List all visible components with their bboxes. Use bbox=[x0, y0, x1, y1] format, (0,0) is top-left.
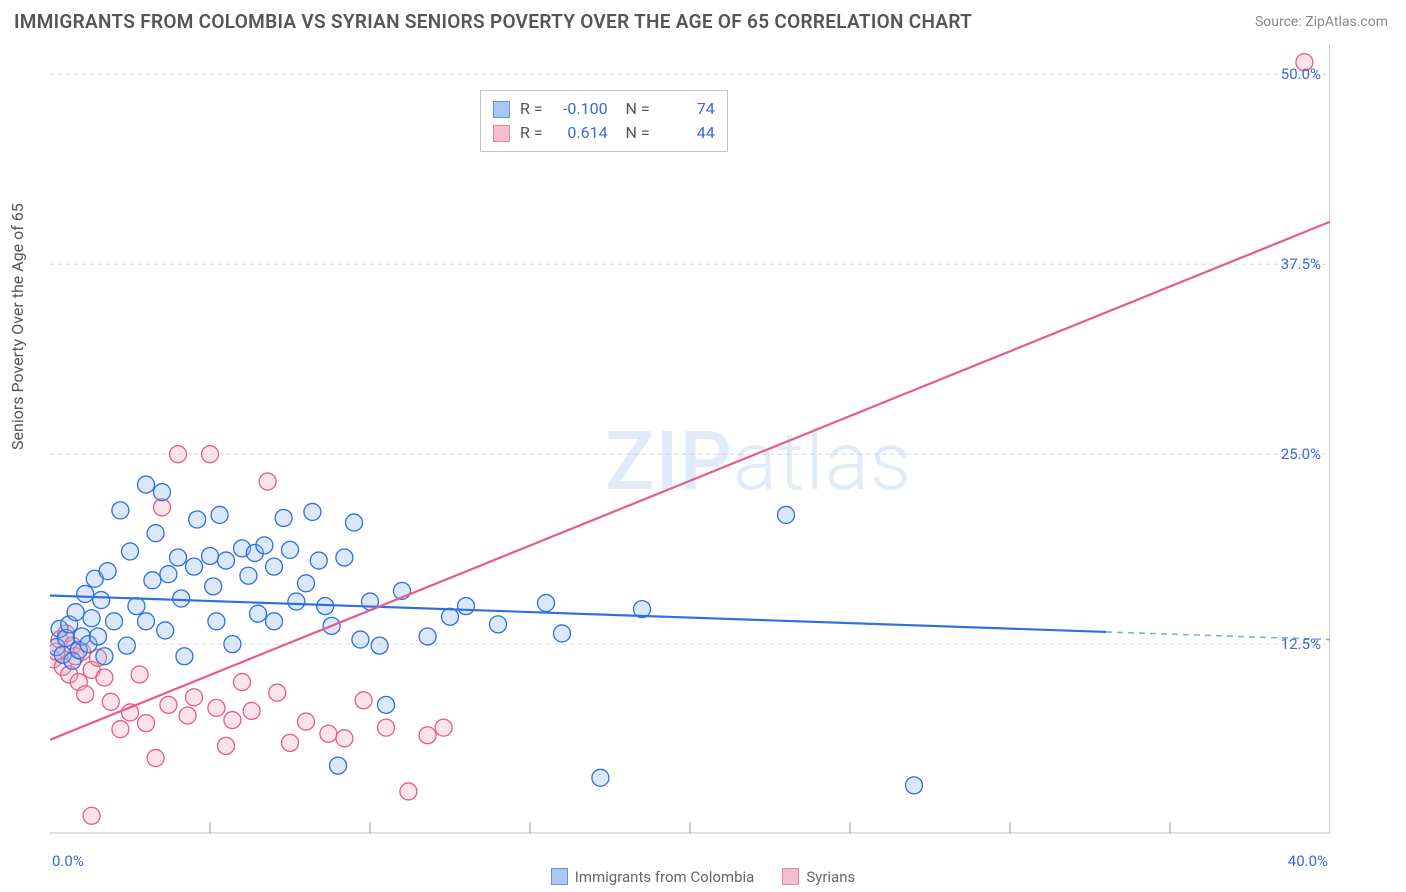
swatch-colombia bbox=[493, 101, 510, 118]
swatch-colombia-icon bbox=[551, 868, 568, 885]
legend-item-colombia: Immigrants from Colombia bbox=[551, 868, 755, 886]
legend-label-colombia: Immigrants from Colombia bbox=[575, 868, 755, 886]
bottom-legend: Immigrants from Colombia Syrians bbox=[0, 868, 1406, 886]
stats-row-syrians: R =0.614 N =44 bbox=[493, 121, 715, 145]
r-value-syrians: 0.614 bbox=[553, 121, 608, 145]
legend-item-syrians: Syrians bbox=[782, 868, 855, 886]
chart-title: IMMIGRANTS FROM COLOMBIA VS SYRIAN SENIO… bbox=[14, 10, 972, 33]
swatch-syrians bbox=[493, 125, 510, 142]
correlation-stats-box: R =-0.100 N =74 R =0.614 N =44 bbox=[480, 90, 728, 152]
y-tick-label: 25.0% bbox=[1281, 445, 1329, 463]
y-axis-label: Seniors Poverty Over the Age of 65 bbox=[8, 203, 27, 450]
plot-area: ZIPatlas R =-0.100 N =74 R =0.614 N =44 … bbox=[50, 44, 1330, 834]
r-value-colombia: -0.100 bbox=[553, 97, 608, 121]
stats-row-colombia: R =-0.100 N =74 bbox=[493, 97, 715, 121]
legend-label-syrians: Syrians bbox=[806, 868, 855, 886]
n-value-colombia: 74 bbox=[660, 97, 715, 121]
source-label: Source: ZipAtlas.com bbox=[1255, 14, 1388, 30]
y-tick-label: 12.5% bbox=[1281, 635, 1329, 653]
n-value-syrians: 44 bbox=[660, 121, 715, 145]
y-tick-label: 37.5% bbox=[1281, 255, 1329, 273]
scatter-plot-svg bbox=[50, 44, 1330, 834]
y-tick-label: 50.0% bbox=[1281, 65, 1329, 83]
swatch-syrians-icon bbox=[782, 868, 799, 885]
